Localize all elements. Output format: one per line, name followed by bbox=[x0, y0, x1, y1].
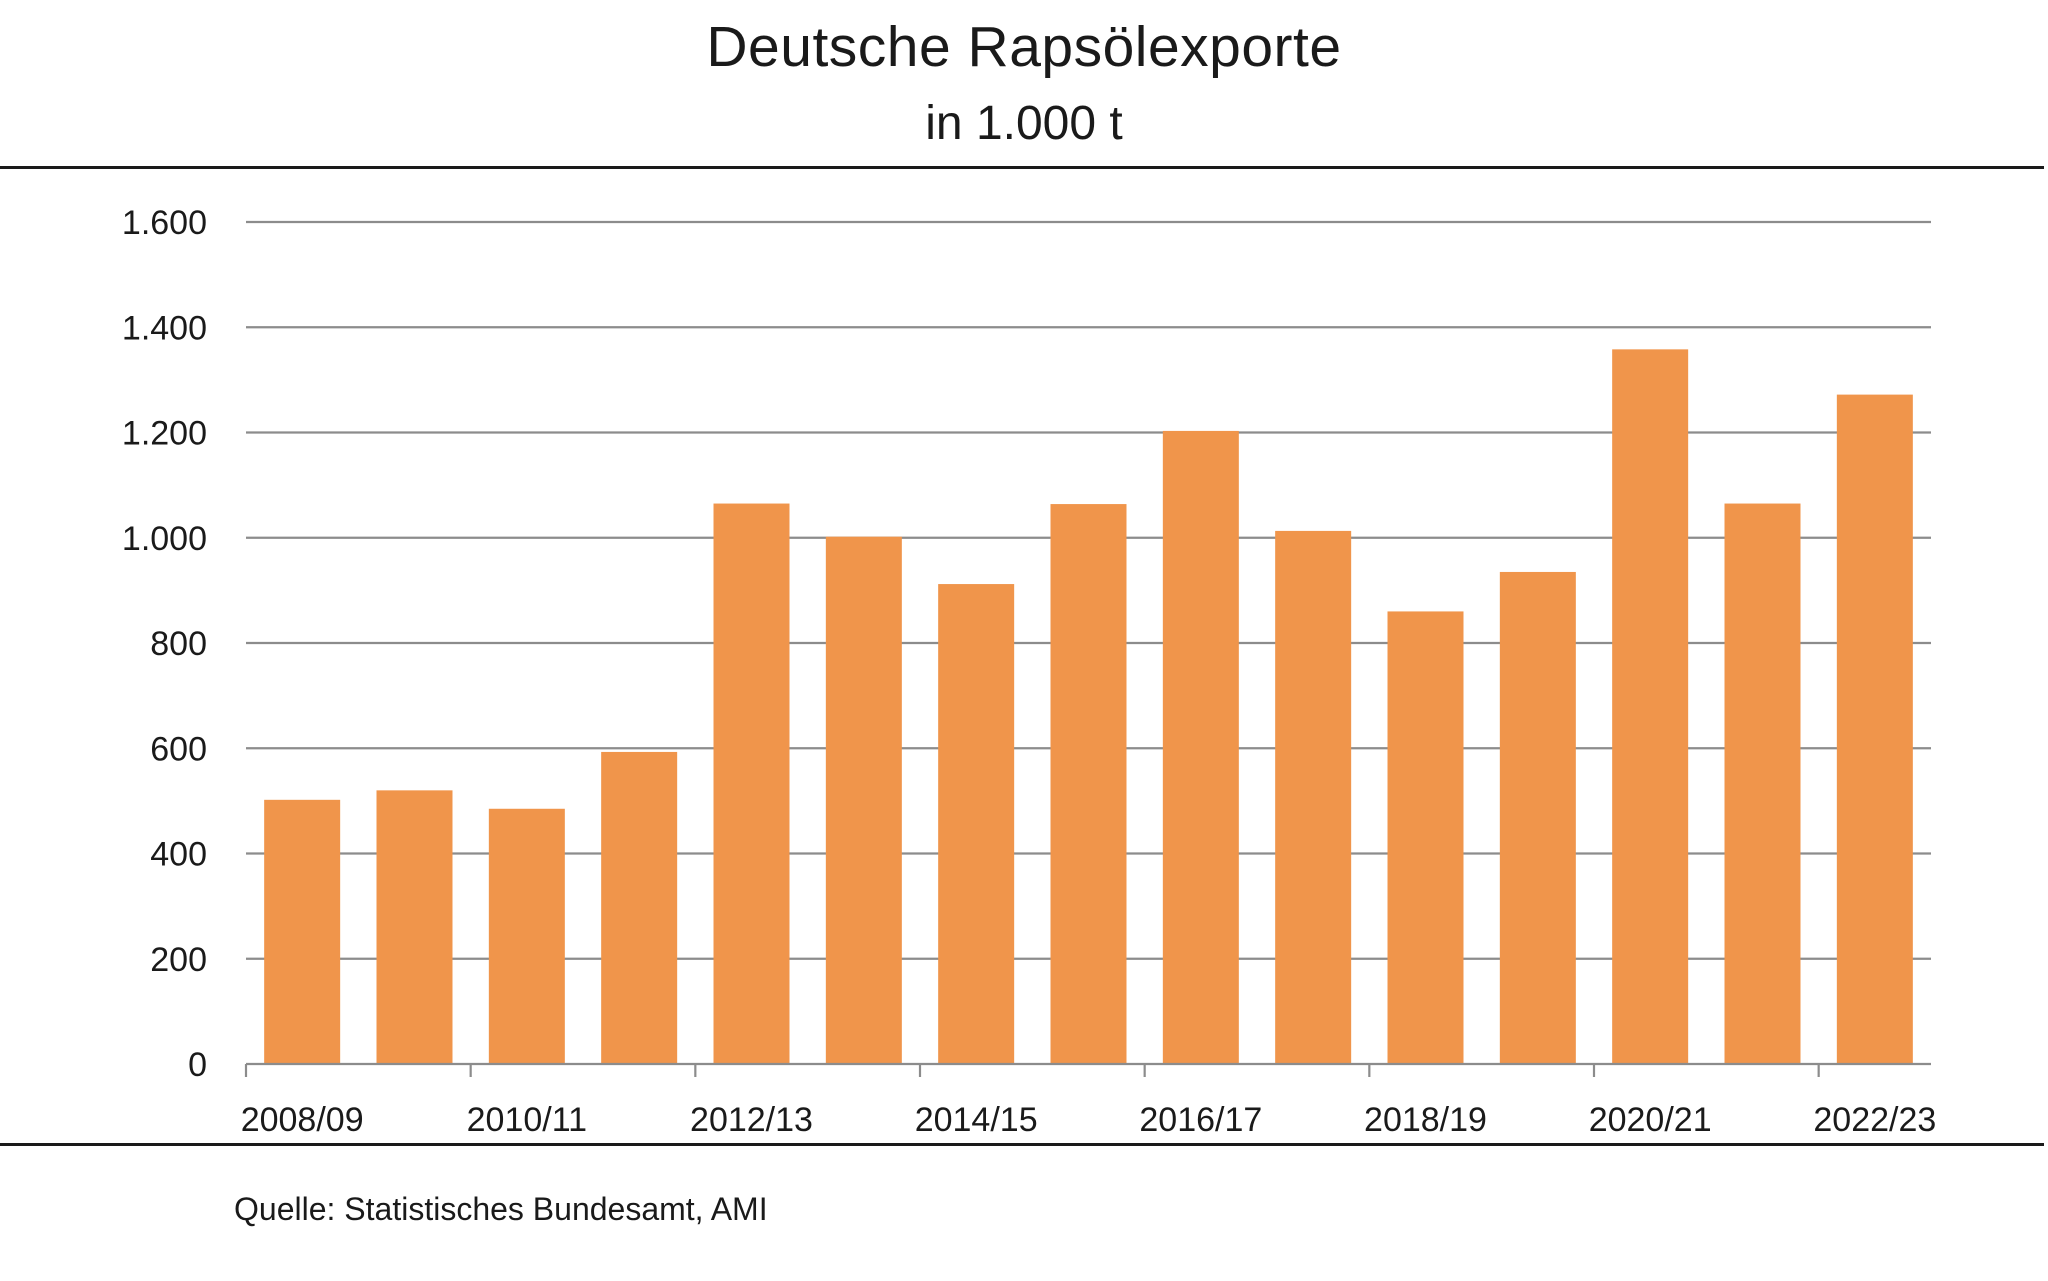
top-divider bbox=[0, 166, 2044, 169]
x-tick-label: 2018/19 bbox=[1364, 1101, 1487, 1139]
y-tick-label: 800 bbox=[150, 625, 207, 663]
bar bbox=[1836, 394, 1913, 1064]
bar bbox=[601, 751, 678, 1064]
chart-subtitle: in 1.000 t bbox=[925, 97, 1123, 150]
x-tick-label: 2008/09 bbox=[241, 1101, 364, 1139]
y-axis-labels: 0 200 400 600 800 1.000 1.200 1.400 1.600 bbox=[122, 204, 207, 1084]
bar bbox=[488, 808, 565, 1064]
x-tick-label: 2012/13 bbox=[690, 1101, 813, 1139]
bar bbox=[1275, 530, 1352, 1064]
x-tick-label: 2016/17 bbox=[1139, 1101, 1262, 1139]
y-tick-label: 1.400 bbox=[122, 309, 207, 347]
x-axis-labels: 2008/09 2010/11 2012/13 2014/15 2016/17 2018/… bbox=[241, 1101, 1937, 1139]
bar bbox=[825, 536, 902, 1064]
bottom-divider bbox=[0, 1143, 2044, 1146]
source-note: Quelle: Statistisches Bundesamt, AMI bbox=[234, 1191, 768, 1227]
x-tick-label: 2014/15 bbox=[915, 1101, 1038, 1139]
x-tick-label: 2022/23 bbox=[1813, 1101, 1936, 1139]
bars bbox=[264, 349, 1913, 1064]
bar bbox=[938, 584, 1015, 1064]
y-tick-label: 1.600 bbox=[122, 204, 207, 242]
y-tick-label: 1.000 bbox=[122, 520, 207, 558]
bar bbox=[1162, 430, 1239, 1064]
bar bbox=[264, 799, 341, 1064]
bar bbox=[713, 503, 790, 1064]
bar bbox=[376, 790, 453, 1064]
x-axis bbox=[244, 1062, 1931, 1077]
bar bbox=[1050, 504, 1127, 1064]
y-tick-label: 200 bbox=[150, 941, 207, 979]
x-tick-label: 2010/11 bbox=[467, 1101, 587, 1139]
bar bbox=[1724, 503, 1801, 1064]
bar bbox=[1387, 611, 1464, 1064]
y-tick-label: 400 bbox=[150, 836, 207, 874]
y-tick-label: 1.200 bbox=[122, 415, 207, 453]
bar bbox=[1499, 571, 1576, 1064]
y-tick-label: 0 bbox=[188, 1046, 207, 1084]
x-tick-label: 2020/21 bbox=[1589, 1101, 1712, 1139]
bar bbox=[1612, 349, 1689, 1064]
y-tick-label: 600 bbox=[150, 730, 207, 768]
chart-title: Deutsche Rapsölexporte bbox=[706, 15, 1342, 79]
